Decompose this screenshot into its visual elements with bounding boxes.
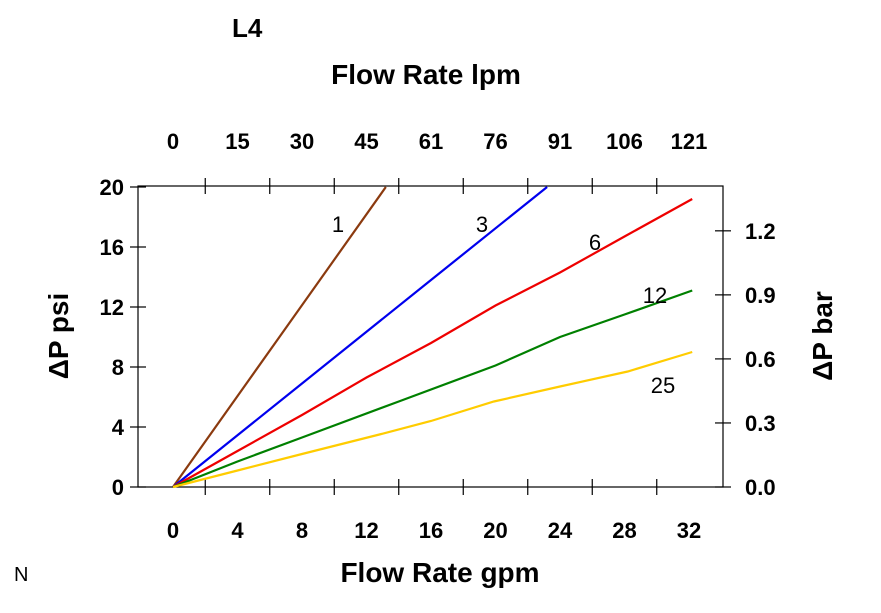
x-tick-label: 12 — [354, 518, 378, 543]
top-x-tick-label: 61 — [419, 129, 443, 154]
right-y-axis-label: ΔP bar — [807, 291, 838, 381]
right-y-tick-label: 0.6 — [745, 347, 776, 372]
top-x-tick-label: 76 — [483, 129, 507, 154]
x-tick-label: 16 — [419, 518, 443, 543]
series-label-1: 1 — [332, 212, 344, 237]
top-x-tick-label: 45 — [354, 129, 378, 154]
right-y-tick-label: 1.2 — [745, 219, 776, 244]
plot-frame — [137, 185, 724, 488]
x-tick-label: 0 — [167, 518, 179, 543]
series-line-6 — [172, 198, 693, 488]
top-x-tick-label: 30 — [290, 129, 314, 154]
y-tick-label: 16 — [100, 235, 124, 260]
right-y-tick-label: 0.3 — [745, 411, 776, 436]
corner-label: N — [14, 564, 28, 586]
series-line-3 — [172, 186, 548, 488]
x-tick-label: 8 — [296, 518, 308, 543]
series-label-3: 3 — [476, 212, 488, 237]
top-x-tick-label: 121 — [671, 129, 708, 154]
series-label-25: 25 — [651, 373, 675, 398]
y-tick-label: 20 — [100, 175, 124, 200]
x-axis-label: Flow Rate gpm — [340, 557, 539, 588]
top-x-tick-label: 106 — [606, 129, 643, 154]
top-x-tick-label: 15 — [225, 129, 249, 154]
series-label-6: 6 — [589, 230, 601, 255]
y-tick-label: 12 — [100, 295, 124, 320]
top-x-tick-label: 91 — [548, 129, 572, 154]
x-tick-label: 24 — [548, 518, 573, 543]
top-x-axis-label: Flow Rate lpm — [331, 59, 521, 90]
series-label-12: 12 — [643, 283, 667, 308]
x-tick-label: 28 — [612, 518, 636, 543]
x-tick-label: 20 — [483, 518, 507, 543]
y-tick-label: 8 — [112, 355, 124, 380]
chart-title: L4 — [232, 13, 263, 43]
x-tick-label: 4 — [231, 518, 244, 543]
series-line-1 — [172, 186, 387, 488]
y-axis-label: ΔP psi — [43, 293, 74, 380]
right-y-tick-label: 0.0 — [745, 475, 776, 500]
right-y-tick-label: 0.9 — [745, 283, 776, 308]
series-line-25 — [172, 350, 693, 489]
series-line-12 — [172, 289, 693, 489]
y-tick-label: 4 — [112, 415, 125, 440]
top-x-tick-label: 0 — [167, 129, 179, 154]
x-tick-label: 32 — [677, 518, 701, 543]
y-tick-label: 0 — [112, 475, 124, 500]
